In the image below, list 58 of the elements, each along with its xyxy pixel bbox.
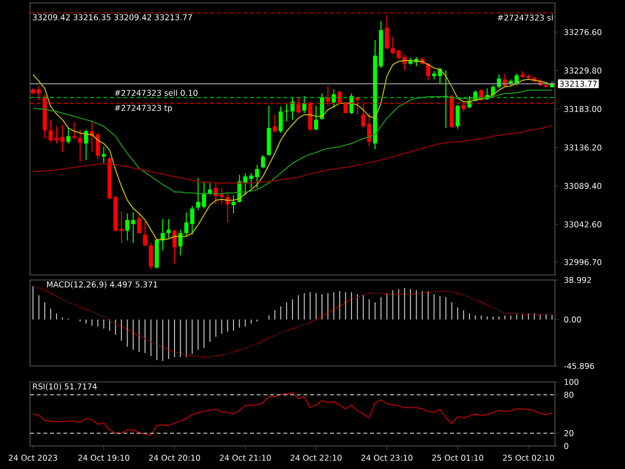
candlestick <box>290 97 295 120</box>
y-tick-label: 33136.20 <box>564 144 602 150</box>
candlestick <box>96 132 100 160</box>
candlestick <box>320 92 324 120</box>
candlestick <box>48 119 53 142</box>
ref-line-label: #27247323 tp <box>114 104 172 112</box>
candlestick <box>84 129 88 160</box>
chart-title: RSI(10) 51.7174 <box>33 383 97 390</box>
x-tick-label: 24 Oct 21:10 <box>220 454 271 461</box>
candlestick <box>72 122 76 140</box>
y-tick-label: 33042.60 <box>564 221 602 228</box>
candlestick <box>332 88 336 109</box>
candlestick <box>338 90 342 104</box>
candlestick <box>202 180 206 209</box>
chart-title: MACD(12,26,9) 4.497 5.371 <box>47 281 158 288</box>
x-tick-label: 24 Oct 20:10 <box>149 454 200 461</box>
candlestick <box>66 127 70 144</box>
candlestick <box>462 101 466 112</box>
candlestick <box>137 212 142 234</box>
x-tick-label: 24 Oct 19:10 <box>78 454 130 461</box>
candlestick <box>36 85 41 100</box>
y-tick-label: 38.992 <box>564 276 591 284</box>
y-tick-label: 0 <box>564 442 568 450</box>
y-tick-label: 33276.60 <box>564 29 602 36</box>
candlestick <box>296 97 300 114</box>
candlestick <box>272 114 277 134</box>
x-tick-label: 25 Oct 01:10 <box>432 454 484 461</box>
candlestick <box>314 105 318 131</box>
candlestick <box>148 242 153 270</box>
candlestick <box>196 178 200 211</box>
ref-line-label: #27247323 sl <box>498 14 553 21</box>
candlestick <box>172 229 177 264</box>
y-tick-label: 32996.70 <box>564 259 602 266</box>
x-tick-label: 25 Oct 02:10 <box>502 454 554 461</box>
candlestick <box>278 106 283 134</box>
candlestick <box>260 154 266 169</box>
y-tick-label: 80 <box>564 392 574 398</box>
candlestick <box>302 95 306 114</box>
y-tick-label: 33089.40 <box>564 182 602 189</box>
candlestick <box>284 104 289 122</box>
candlestick <box>384 14 389 50</box>
y-tick-label: 33183.00 <box>564 106 602 112</box>
x-tick-label: 24 Oct 23:10 <box>361 454 412 461</box>
text: 33209.42 33216.35 33209.42 33213.77 <box>32 14 192 20</box>
candlestick <box>60 124 65 152</box>
candlestick <box>456 104 460 130</box>
candlestick <box>102 146 106 164</box>
candlestick <box>142 221 148 247</box>
y-tick-label: 0.00 <box>564 316 581 323</box>
y-tick-label: 20 <box>564 430 574 436</box>
x-tick-label: 24 Oct 2023 <box>8 454 58 461</box>
candlestick <box>326 85 330 106</box>
ref-line-label: #27247323 sell 0.10 <box>114 90 198 96</box>
y-tick-label: -45.896 <box>564 362 594 370</box>
y-tick-label: 100 <box>564 378 578 386</box>
ref-line-label: 33213.77 <box>560 80 597 87</box>
x-tick-label: 24 Oct 22:10 <box>290 454 342 461</box>
y-tick-label: 33229.80 <box>564 68 602 74</box>
